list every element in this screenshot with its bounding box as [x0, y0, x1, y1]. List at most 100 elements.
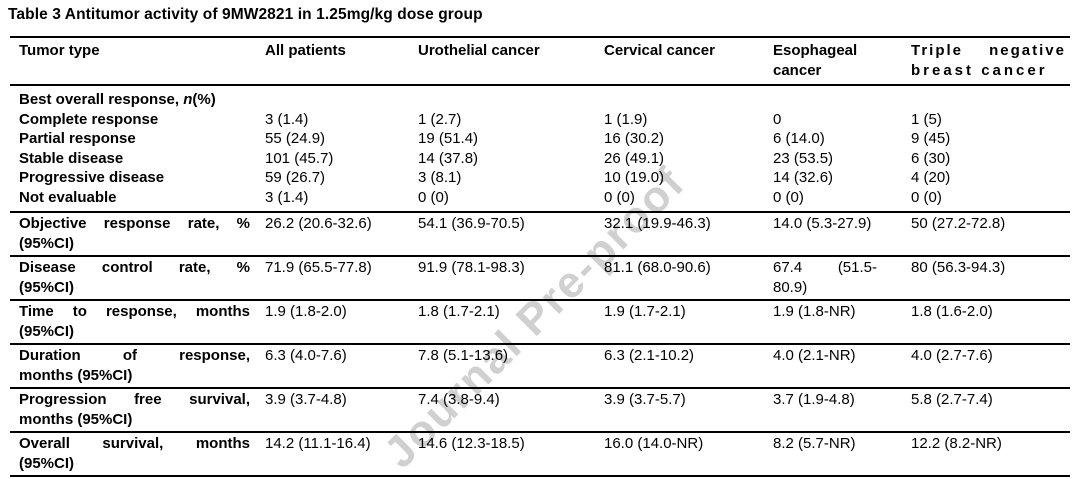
cell-line: Complete response	[19, 110, 159, 128]
data-cell-6-30: 6 (30)	[902, 149, 1070, 169]
cell-line: 12.2 (8.2-NR)	[911, 435, 1002, 452]
cell-line: 3.9 (3.7-5.7)	[604, 391, 686, 408]
cell-line: 1.9 (1.7-2.1)	[604, 303, 686, 320]
cell-line: 71.9 (65.5-77.8)	[265, 259, 372, 276]
row-label-stable-disease: Stable disease	[10, 149, 256, 169]
data-cell-4-0-2-7-7-6: 4.0 (2.7-7.6)	[902, 344, 1070, 388]
cell-line: 1.8 (1.6-2.0)	[911, 303, 993, 320]
table-body: Best overall response, n(%) Complete resp…	[10, 85, 1070, 476]
cell-line: 23 (53.5)	[773, 149, 834, 167]
cell-line: 6.3 (2.1-10.2)	[604, 347, 695, 364]
data-cell-54-1-36-9-70-5: 54.1 (36.9-70.5)	[409, 212, 595, 256]
row-label-objective-response-rate: Objective response rate, % (95%CI)	[10, 212, 256, 256]
cell-line: 1 (1.9)	[604, 110, 648, 128]
table-row-stable-disease: Stable disease 101 (45.7) 14 (37.8) 26 (49.…	[10, 149, 1070, 169]
cell-line: 81.1 (68.0-90.6)	[604, 259, 711, 276]
data-cell-101-45-7: 101 (45.7)	[256, 149, 409, 169]
cell-line: All patients	[265, 42, 346, 59]
table-row-complete-response: Complete response 3 (1.4) 1 (2.7) 1 (1.9) 0 1…	[10, 110, 1070, 130]
cell-line: 3 (8.1)	[418, 169, 462, 186]
row-label-complete-response: Complete response	[10, 110, 256, 130]
cell-line: 3.9 (3.7-4.8)	[265, 391, 347, 408]
cell-line: Stable disease	[19, 149, 124, 167]
cell-line: 7.8 (5.1-13.6)	[418, 347, 509, 364]
cell-line: 9 (45)	[911, 130, 951, 147]
data-cell-0-0: 0 (0)	[902, 188, 1070, 213]
cell-line: cancer	[773, 61, 822, 79]
antitumor-activity-table: Tumor type All patients Urothelial cancer C…	[10, 36, 1070, 477]
cell-line: 14.2 (11.1-16.4)	[265, 435, 371, 452]
data-cell-67-4-51-5: 67.4 (51.5- 80.9)	[764, 256, 902, 300]
table-row-partial-response: Partial response 55 (24.9) 19 (51.4) 16 (30…	[10, 129, 1070, 149]
cell-line: months (95%CI)	[19, 410, 133, 428]
cell-line: 14.0 (5.3-27.9)	[773, 215, 872, 232]
cell-line: (95%CI)	[19, 454, 75, 472]
data-cell-59-26-7: 59 (26.7)	[256, 168, 409, 188]
cell-line: Duration of response,	[19, 347, 250, 364]
data-cell-6-14-0: 6 (14.0)	[764, 129, 902, 149]
data-cell-1-9-1-8-nr: 1.9 (1.8-NR)	[764, 300, 902, 344]
row-label-duration-of-response: Duration of response, months (95%CI)	[10, 344, 256, 388]
cell-line: 3 (1.4)	[265, 110, 309, 128]
cell-line: Urothelial cancer	[418, 42, 540, 59]
data-cell-0-0: 0 (0)	[764, 188, 902, 213]
cell-line: Not evaluable	[19, 188, 117, 206]
data-cell-3-1-4: 3 (1.4)	[256, 188, 409, 213]
data-cell-16-0-14-0-nr: 16.0 (14.0-NR)	[595, 432, 764, 476]
row-label-best-overall-response-n: Best overall response, n(%)	[10, 85, 256, 110]
data-cell-6-3-4-0-7-6: 6.3 (4.0-7.6)	[256, 344, 409, 388]
data-cell-empty	[764, 85, 902, 110]
header-cell-tumor-type: Tumor type	[10, 37, 256, 85]
cell-line: 14 (32.6)	[773, 169, 834, 186]
cell-line: 19 (51.4)	[418, 130, 479, 147]
cell-line: Overall survival, months	[19, 435, 250, 452]
data-cell-1-9-1-7-2-1: 1.9 (1.7-2.1)	[595, 300, 764, 344]
cell-line: 14 (37.8)	[418, 149, 479, 167]
data-cell-empty	[256, 85, 409, 110]
data-cell-14-32-6: 14 (32.6)	[764, 168, 902, 188]
data-cell-empty	[595, 85, 764, 110]
cell-line: 6 (30)	[911, 149, 951, 167]
row-label-progressive-disease: Progressive disease	[10, 168, 256, 188]
row-label-not-evaluable: Not evaluable	[10, 188, 256, 213]
cell-line: Progressive disease	[19, 169, 165, 186]
data-cell-32-1-19-9-46-3: 32.1 (19.9-46.3)	[595, 212, 764, 256]
table-row-duration-of-response: Duration of response, months (95%CI) 6.3 (…	[10, 344, 1070, 388]
cell-line: breast cancer	[911, 61, 1048, 79]
cell-line: 3.7 (1.9-4.8)	[773, 391, 855, 408]
table-row-progression-free-survival: Progression free survival, months (95%CI)…	[10, 388, 1070, 432]
data-cell-14-6-12-3-18-5: 14.6 (12.3-18.5)	[409, 432, 595, 476]
table-row-best-overall-response-n: Best overall response, n(%)	[10, 85, 1070, 110]
cell-line: 7.4 (3.8-9.4)	[418, 391, 500, 408]
data-cell-80-56-3-94-3: 80 (56.3-94.3)	[902, 256, 1070, 300]
cell-line: Disease control rate, %	[19, 259, 250, 276]
data-cell-55-24-9: 55 (24.9)	[256, 129, 409, 149]
data-cell-14-37-8: 14 (37.8)	[409, 149, 595, 169]
header-row: Tumor type All patients Urothelial cancer C…	[10, 37, 1070, 85]
data-cell-9-45: 9 (45)	[902, 129, 1070, 149]
cell-line: 1.9 (1.8-NR)	[773, 303, 856, 320]
cell-line: Tumor type	[19, 42, 100, 59]
cell-line: (95%CI)	[19, 234, 75, 252]
cell-line: 0 (0)	[604, 188, 635, 206]
cell-line: 4.0 (2.1-NR)	[773, 347, 856, 364]
data-cell-1-1-9: 1 (1.9)	[595, 110, 764, 130]
data-cell-50-27-2-72-8: 50 (27.2-72.8)	[902, 212, 1070, 256]
cell-line: 32.1 (19.9-46.3)	[604, 215, 711, 232]
data-cell-10-19-0: 10 (19.0)	[595, 168, 764, 188]
data-cell-1-8-1-7-2-1: 1.8 (1.7-2.1)	[409, 300, 595, 344]
cell-line: 4 (20)	[911, 169, 951, 186]
cell-line: 59 (26.7)	[265, 169, 326, 186]
cell-line: (95%CI)	[19, 322, 75, 340]
cell-line: 26 (49.1)	[604, 149, 665, 167]
cell-line: 0 (0)	[911, 188, 942, 206]
cell-line: 3 (1.4)	[265, 188, 309, 206]
data-cell-1-5: 1 (5)	[902, 110, 1070, 130]
data-cell-empty	[409, 85, 595, 110]
row-label-disease-control-rate: Disease control rate, % (95%CI)	[10, 256, 256, 300]
cell-line: 5.8 (2.7-7.4)	[911, 391, 993, 408]
cell-line: 14.6 (12.3-18.5)	[418, 435, 525, 452]
table-header: Tumor type All patients Urothelial cancer C…	[10, 37, 1070, 85]
cell-line: (95%CI)	[19, 278, 75, 296]
